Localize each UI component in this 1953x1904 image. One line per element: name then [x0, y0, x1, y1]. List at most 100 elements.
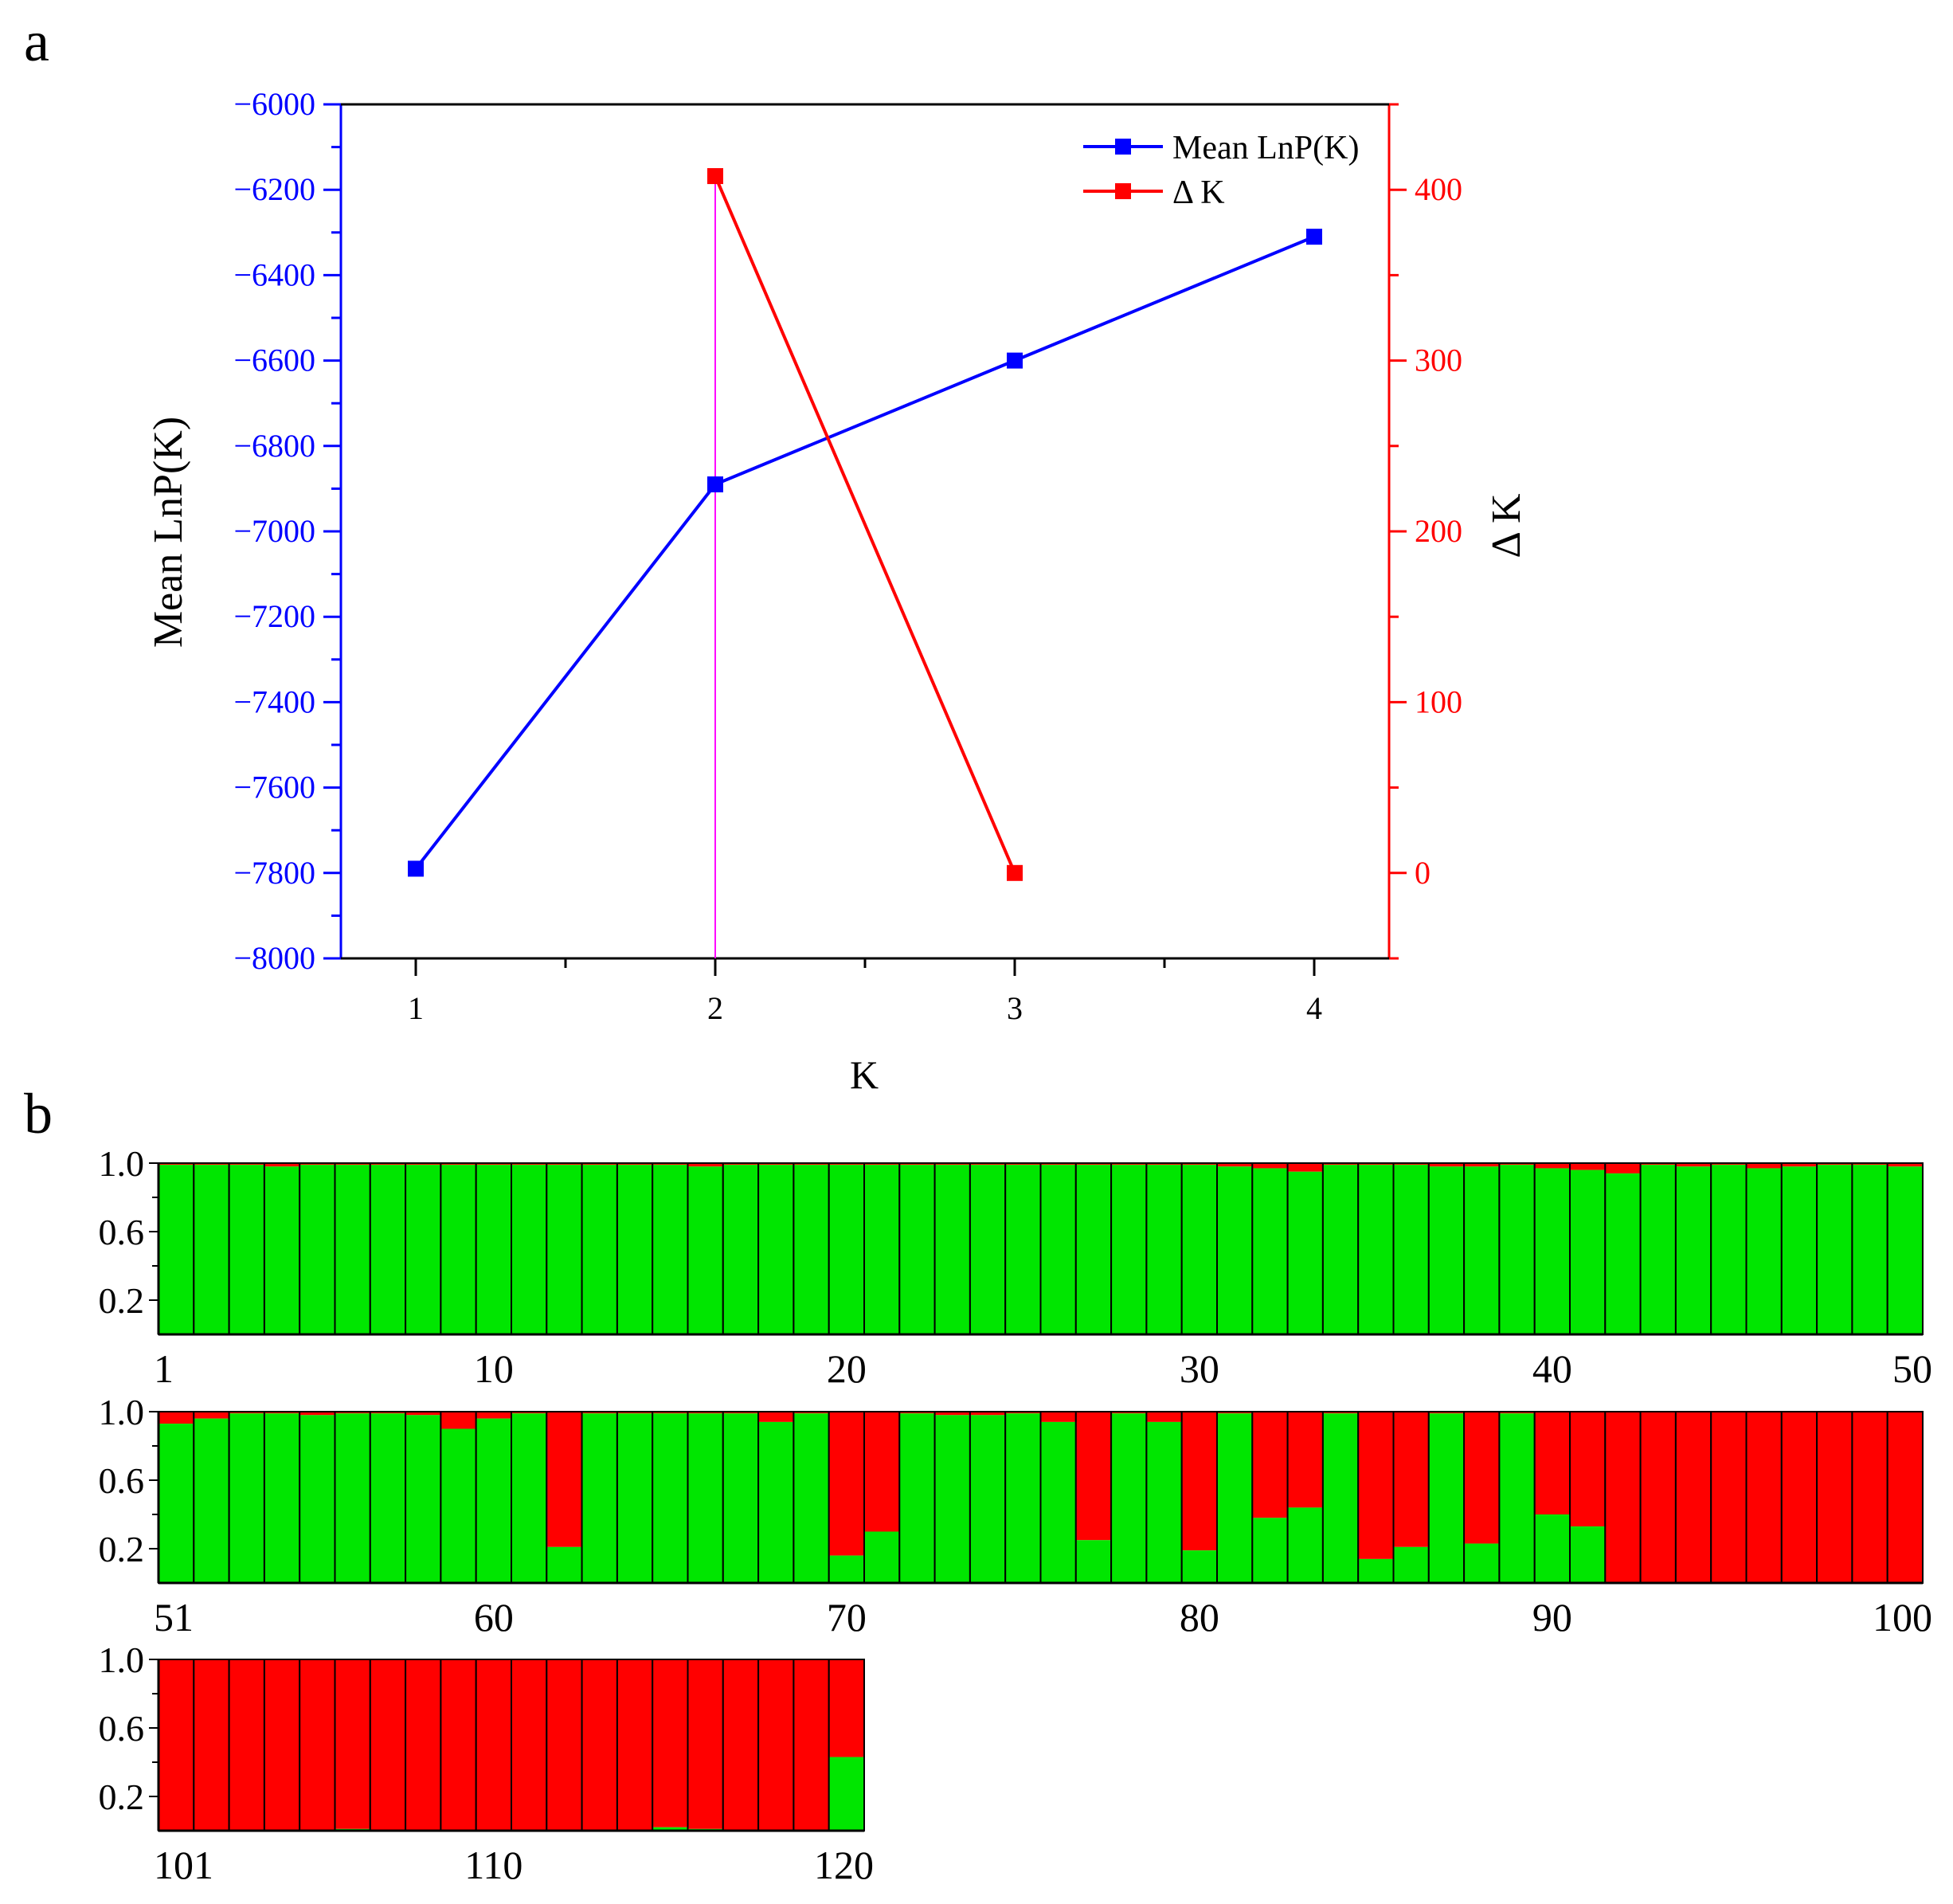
bar-green-segment [1146, 1165, 1182, 1334]
delta-k-series-marker [1007, 864, 1023, 881]
bar-green-segment [1287, 1507, 1323, 1583]
bar-red-segment [1887, 1412, 1923, 1583]
bar-red-segment [511, 1163, 547, 1166]
bar-red-segment [264, 1659, 300, 1831]
bar-green-segment [899, 1413, 935, 1583]
bar-red-segment [476, 1163, 511, 1166]
bar-red-segment [1570, 1163, 1606, 1170]
bar-red-segment [616, 1659, 653, 1831]
bar-red-segment [581, 1163, 617, 1166]
row-y-tick-label: 1.0 [99, 1640, 145, 1680]
row-y-tick-label: 0.6 [99, 1212, 145, 1252]
bar-green-segment [1146, 1421, 1182, 1583]
bar-green-segment [1464, 1166, 1500, 1334]
bar-red-segment [299, 1659, 335, 1831]
bar-red-segment [335, 1412, 370, 1414]
bar-green-segment [758, 1165, 794, 1334]
bar-green-segment [370, 1165, 406, 1334]
bar-red-segment [405, 1659, 441, 1831]
right-tick-label: 300 [1415, 343, 1462, 378]
bar-red-segment [370, 1659, 406, 1831]
mean-lnpk-series-marker [1007, 352, 1023, 369]
bar-green-segment [1322, 1413, 1359, 1583]
bar-red-segment [1605, 1412, 1641, 1583]
row-x-tick-label: 70 [827, 1595, 867, 1640]
bar-red-segment [828, 1163, 864, 1166]
left-tick-label: −7400 [233, 684, 315, 719]
bar-green-segment [1393, 1165, 1429, 1334]
mean-lnpk-series-marker [408, 860, 424, 877]
bar-green-segment [159, 1165, 194, 1334]
bar-green-segment [934, 1415, 970, 1583]
bar-red-segment [1887, 1163, 1923, 1167]
bar-red-segment [864, 1163, 900, 1166]
bar-green-segment [1111, 1165, 1147, 1334]
bar-red-segment [581, 1412, 617, 1414]
bar-red-segment [1181, 1412, 1217, 1551]
bar-green-segment [299, 1415, 335, 1583]
bar-red-segment [722, 1412, 759, 1414]
bar-red-segment [1675, 1163, 1712, 1167]
row-y-tick-label: 0.2 [99, 1280, 145, 1321]
structure-row-2: 1.0 0.6 0.251 60 70 80 90 100 [99, 1392, 1933, 1640]
bar-red-segment [229, 1163, 264, 1166]
right-tick-label: 400 [1415, 171, 1462, 207]
bar-red-segment [1146, 1412, 1182, 1422]
bar-red-segment [1534, 1163, 1570, 1169]
row-x-tick-label: 51 [154, 1595, 194, 1640]
bar-green-segment [1005, 1165, 1041, 1334]
row-x-tick-label: 100 [1873, 1595, 1932, 1640]
left-tick-label: −7200 [233, 598, 315, 634]
left-tick-label: −7000 [233, 513, 315, 549]
bar-green-segment [1817, 1165, 1853, 1334]
bar-red-segment [1358, 1412, 1394, 1559]
mean-lnpk-series-marker [1306, 229, 1322, 245]
bar-red-segment [1252, 1412, 1288, 1518]
bar-red-segment [159, 1163, 194, 1166]
bar-red-segment [899, 1412, 935, 1414]
bar-red-segment [194, 1412, 229, 1419]
bar-green-segment [511, 1413, 547, 1583]
bar-red-segment [969, 1163, 1006, 1166]
bar-green-segment [793, 1165, 829, 1334]
bar-green-segment [1640, 1165, 1676, 1334]
bar-red-segment [793, 1163, 829, 1166]
structure-row-1: 1.0 0.6 0.21 10 20 30 40 50 [99, 1143, 1933, 1391]
bar-green-segment [194, 1165, 229, 1334]
bar-green-segment [581, 1165, 617, 1334]
x-axis-title: K [850, 1052, 879, 1097]
bar-red-segment [1711, 1412, 1747, 1583]
bar-red-segment [1005, 1163, 1041, 1166]
row-x-tick-label: 20 [827, 1346, 867, 1391]
bar-red-segment [194, 1659, 229, 1831]
bar-green-segment [581, 1413, 617, 1583]
bar-red-segment [616, 1412, 653, 1414]
bar-red-segment [159, 1412, 194, 1424]
bar-green-segment [194, 1418, 229, 1583]
bar-green-segment [1781, 1166, 1818, 1334]
bar-red-segment [1252, 1163, 1288, 1169]
bar-red-segment [1217, 1412, 1253, 1414]
bar-red-segment [1428, 1412, 1465, 1414]
bar-green-segment [335, 1413, 370, 1583]
bar-green-segment [828, 1165, 864, 1334]
bar-green-segment [1499, 1165, 1535, 1334]
bar-red-segment [1499, 1163, 1535, 1166]
bar-red-segment [299, 1412, 335, 1416]
bar-green-segment [652, 1827, 688, 1831]
bar-green-segment [1570, 1169, 1606, 1334]
row-x-tick-label: 10 [474, 1346, 514, 1391]
panel-label-a: a [24, 10, 49, 73]
bar-red-segment [370, 1163, 406, 1166]
bar-red-segment [546, 1163, 582, 1166]
bar-red-segment [229, 1412, 264, 1414]
bar-red-segment [264, 1163, 300, 1167]
left-tick-label: −8000 [233, 940, 315, 976]
bar-red-segment [1534, 1412, 1570, 1514]
bar-red-segment [1675, 1412, 1712, 1583]
bar-green-segment [934, 1165, 970, 1334]
row-x-tick-label: 90 [1532, 1595, 1572, 1640]
bar-green-segment [652, 1413, 688, 1583]
